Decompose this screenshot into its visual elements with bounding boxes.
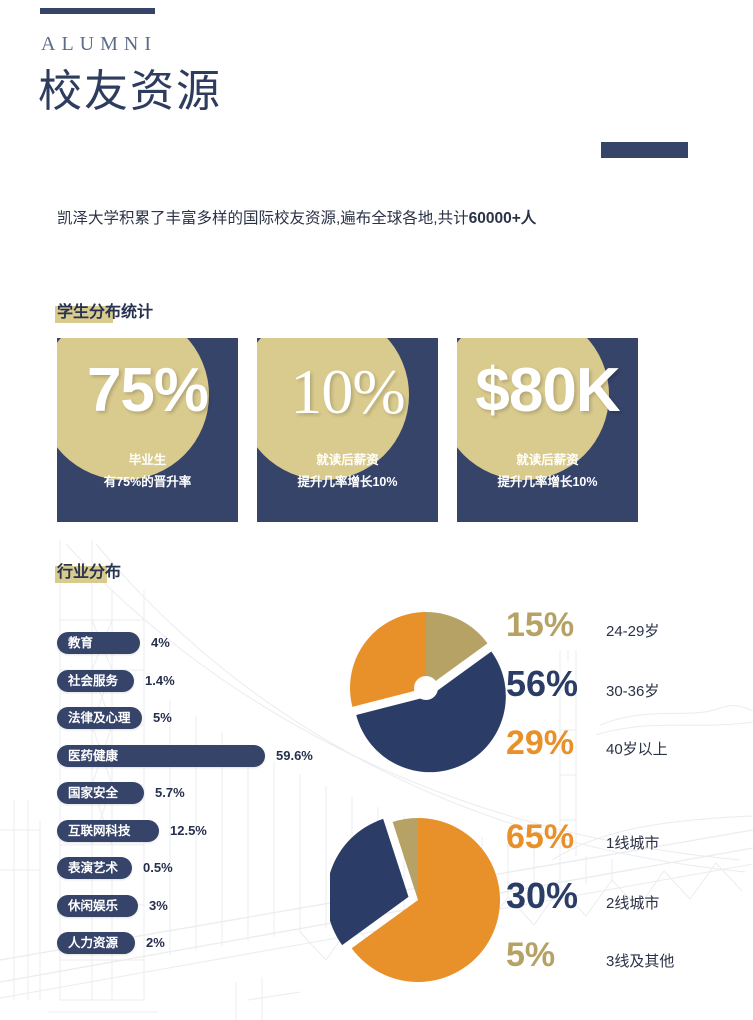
intro-text-after: 人: [520, 210, 537, 227]
industry-bar-chart: 教育 4% 社会服务 1.4% 法律及心理 5% 医药健康 59.6% 国家安全 5.7% 互联网科…: [57, 632, 357, 970]
pie-slice: [356, 651, 506, 773]
stat-caption-line2: 提升几率增长10%: [297, 474, 398, 489]
pie-legend-label: 1线城市: [606, 835, 660, 852]
industry-bar-row: 国家安全 5.7%: [57, 782, 357, 804]
industry-bar-value: 12.5%: [170, 822, 207, 838]
industry-bar-value: 5%: [153, 710, 172, 725]
stat-caption-line1: 毕业生: [128, 453, 167, 467]
pie-legend-label: 40岁以上: [606, 741, 668, 758]
industry-bar-value: 59.6%: [276, 747, 313, 763]
industry-bar-label: 法律及心理: [68, 711, 131, 725]
stat-card-graduates: 75% 毕业生 有75%的晋升率: [57, 338, 238, 522]
title-rule: [40, 8, 155, 14]
industry-bar-row: 社会服务 1.4%: [57, 669, 357, 692]
industry-bar-row: 互联网科技 12.5%: [57, 819, 357, 842]
eyebrow-label: ALUMNI: [41, 33, 157, 55]
students-section-heading-text: 学生分布统计: [57, 304, 154, 321]
pie-slice: [351, 818, 500, 982]
pie-legend-city: 65% 1线城市 30% 2线城市 5% 3线及其他: [506, 820, 674, 996]
stat-card-salary-growth: 10% 就读后薪资 提升几率增长10%: [257, 338, 438, 522]
industry-bar-label: 社会服务: [68, 673, 119, 688]
pie-legend-label: 3线及其他: [606, 953, 675, 970]
pie-legend-row: 30% 2线城市: [506, 878, 674, 914]
pie-legend-row: 5% 3线及其他: [506, 938, 674, 972]
stat-caption-line2: 有75%的晋升率: [103, 474, 192, 489]
pie-legend-label: 24-29岁: [606, 623, 660, 640]
industry-bar-row: 人力资源 2%: [57, 932, 357, 954]
stat-value: 75%: [86, 356, 209, 425]
industry-bar: 社会服务: [57, 669, 134, 692]
accent-block: [601, 142, 688, 158]
stat-caption-line2: 提升几率增长10%: [497, 474, 598, 489]
industry-bar-row: 教育 4%: [57, 632, 357, 654]
stat-caption-line1: 就读后薪资: [316, 453, 379, 467]
industry-bar: 人力资源: [57, 932, 135, 954]
industry-bar: 教育: [57, 632, 140, 654]
stat-value: $80K: [475, 356, 620, 425]
stat-caption-line1: 就读后薪资: [516, 453, 579, 467]
stat-value: 10%: [290, 356, 405, 427]
industry-bar-value: 2%: [146, 935, 165, 950]
stat-card-salary-amount: $80K 就读后薪资 提升几率增长10%: [457, 338, 638, 522]
industry-section-heading-text: 行业分布: [57, 564, 122, 581]
pie-legend-percent: 30%: [506, 875, 579, 916]
pie-slice: [350, 612, 426, 707]
industry-bar-row: 休闲娱乐 3%: [57, 894, 357, 917]
industry-bar-label: 互联网科技: [68, 823, 131, 838]
industry-section-heading: 行业分布: [55, 558, 122, 583]
stat-caption: 毕业生 有75%的晋升率: [57, 450, 238, 494]
pie-legend-percent: 5%: [506, 936, 556, 974]
industry-bar-label: 医药健康: [68, 748, 119, 763]
industry-bar-label: 休闲娱乐: [68, 898, 119, 913]
industry-bar: 医药健康: [57, 744, 265, 767]
pie-legend-label: 30-36岁: [606, 683, 660, 700]
industry-bar-row: 表演艺术 0.5%: [57, 857, 357, 879]
industry-bar: 表演艺术: [57, 857, 132, 879]
pie-slice: [330, 818, 409, 946]
industry-bar-label: 表演艺术: [68, 861, 119, 875]
pie-legend-percent: 56%: [506, 663, 579, 704]
industry-bar-value: 1.4%: [145, 672, 175, 688]
pie-legend-percent: 65%: [506, 818, 575, 856]
pie-legend-label: 2线城市: [606, 895, 660, 912]
industry-bar: 休闲娱乐: [57, 894, 138, 917]
industry-bar-value: 3%: [149, 897, 168, 913]
industry-bar-row: 法律及心理 5%: [57, 707, 357, 729]
pie-chart-city: [330, 818, 500, 982]
pie-legend-row: 29% 40岁以上: [506, 726, 668, 760]
industry-bar: 互联网科技: [57, 819, 159, 842]
pie-legend-row: 15% 24-29岁: [506, 608, 668, 642]
industry-bar-row: 医药健康 59.6%: [57, 744, 357, 767]
pie-legend-row: 65% 1线城市: [506, 820, 674, 854]
intro-highlight-number: 60000+: [468, 210, 521, 227]
page-title: 校友资源: [38, 67, 222, 116]
pie-legend-percent: 29%: [506, 724, 575, 762]
pie-slice: [426, 612, 488, 688]
pie-slice: [392, 818, 418, 900]
industry-bar: 法律及心理: [57, 707, 142, 729]
pie-chart-age: [350, 612, 506, 773]
industry-bar-value: 0.5%: [143, 860, 173, 875]
pie-center-hole: [414, 676, 438, 700]
industry-bar: 国家安全: [57, 782, 144, 804]
intro-text-before: 凯泽大学积累了丰富多样的国际校友资源,遍布全球各地,共计: [57, 210, 469, 227]
industry-bar-value: 4%: [151, 635, 170, 650]
intro-paragraph: 凯泽大学积累了丰富多样的国际校友资源,遍布全球各地,共计60000+人: [57, 207, 697, 230]
industry-bar-label: 教育: [68, 636, 94, 650]
stat-caption: 就读后薪资 提升几率增长10%: [257, 450, 438, 494]
pie-legend-row: 56% 30-36岁: [506, 666, 668, 702]
industry-bar-value: 5.7%: [155, 785, 185, 800]
pie-legend-percent: 15%: [506, 606, 575, 644]
industry-bar-label: 人力资源: [68, 936, 119, 950]
pie-legend-age: 15% 24-29岁 56% 30-36岁 29% 40岁以上: [506, 608, 668, 784]
students-section-heading: 学生分布统计: [55, 298, 154, 323]
industry-bar-label: 国家安全: [68, 786, 119, 800]
stat-caption: 就读后薪资 提升几率增长10%: [457, 450, 638, 494]
